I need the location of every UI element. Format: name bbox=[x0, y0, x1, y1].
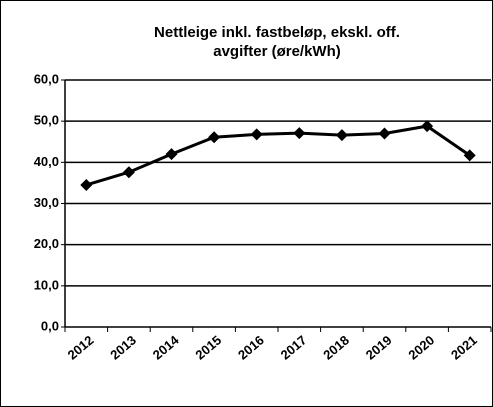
marker bbox=[463, 149, 476, 162]
marker bbox=[335, 129, 348, 142]
marker bbox=[208, 131, 221, 144]
y-tick-label: 20,0 bbox=[34, 236, 59, 251]
marker bbox=[122, 166, 135, 179]
line bbox=[85, 124, 471, 187]
y-tick-label: 30,0 bbox=[34, 195, 59, 210]
y-tick-label: 50,0 bbox=[34, 113, 59, 128]
y-tick-label: 60,0 bbox=[34, 71, 59, 86]
marker bbox=[293, 127, 306, 140]
chart-title: Nettleige inkl. fastbeløp, ekskl. off. bbox=[154, 24, 400, 41]
y-tick-label: 10,0 bbox=[34, 277, 59, 292]
y-tick-label: 40,0 bbox=[34, 154, 59, 169]
marker bbox=[421, 120, 434, 133]
marker bbox=[165, 148, 178, 161]
marker bbox=[378, 127, 391, 140]
marker bbox=[80, 178, 93, 191]
marker bbox=[250, 128, 263, 141]
y-tick-label: 0,0 bbox=[41, 318, 59, 333]
chart-title: avgifter (øre/kWh) bbox=[213, 43, 341, 60]
